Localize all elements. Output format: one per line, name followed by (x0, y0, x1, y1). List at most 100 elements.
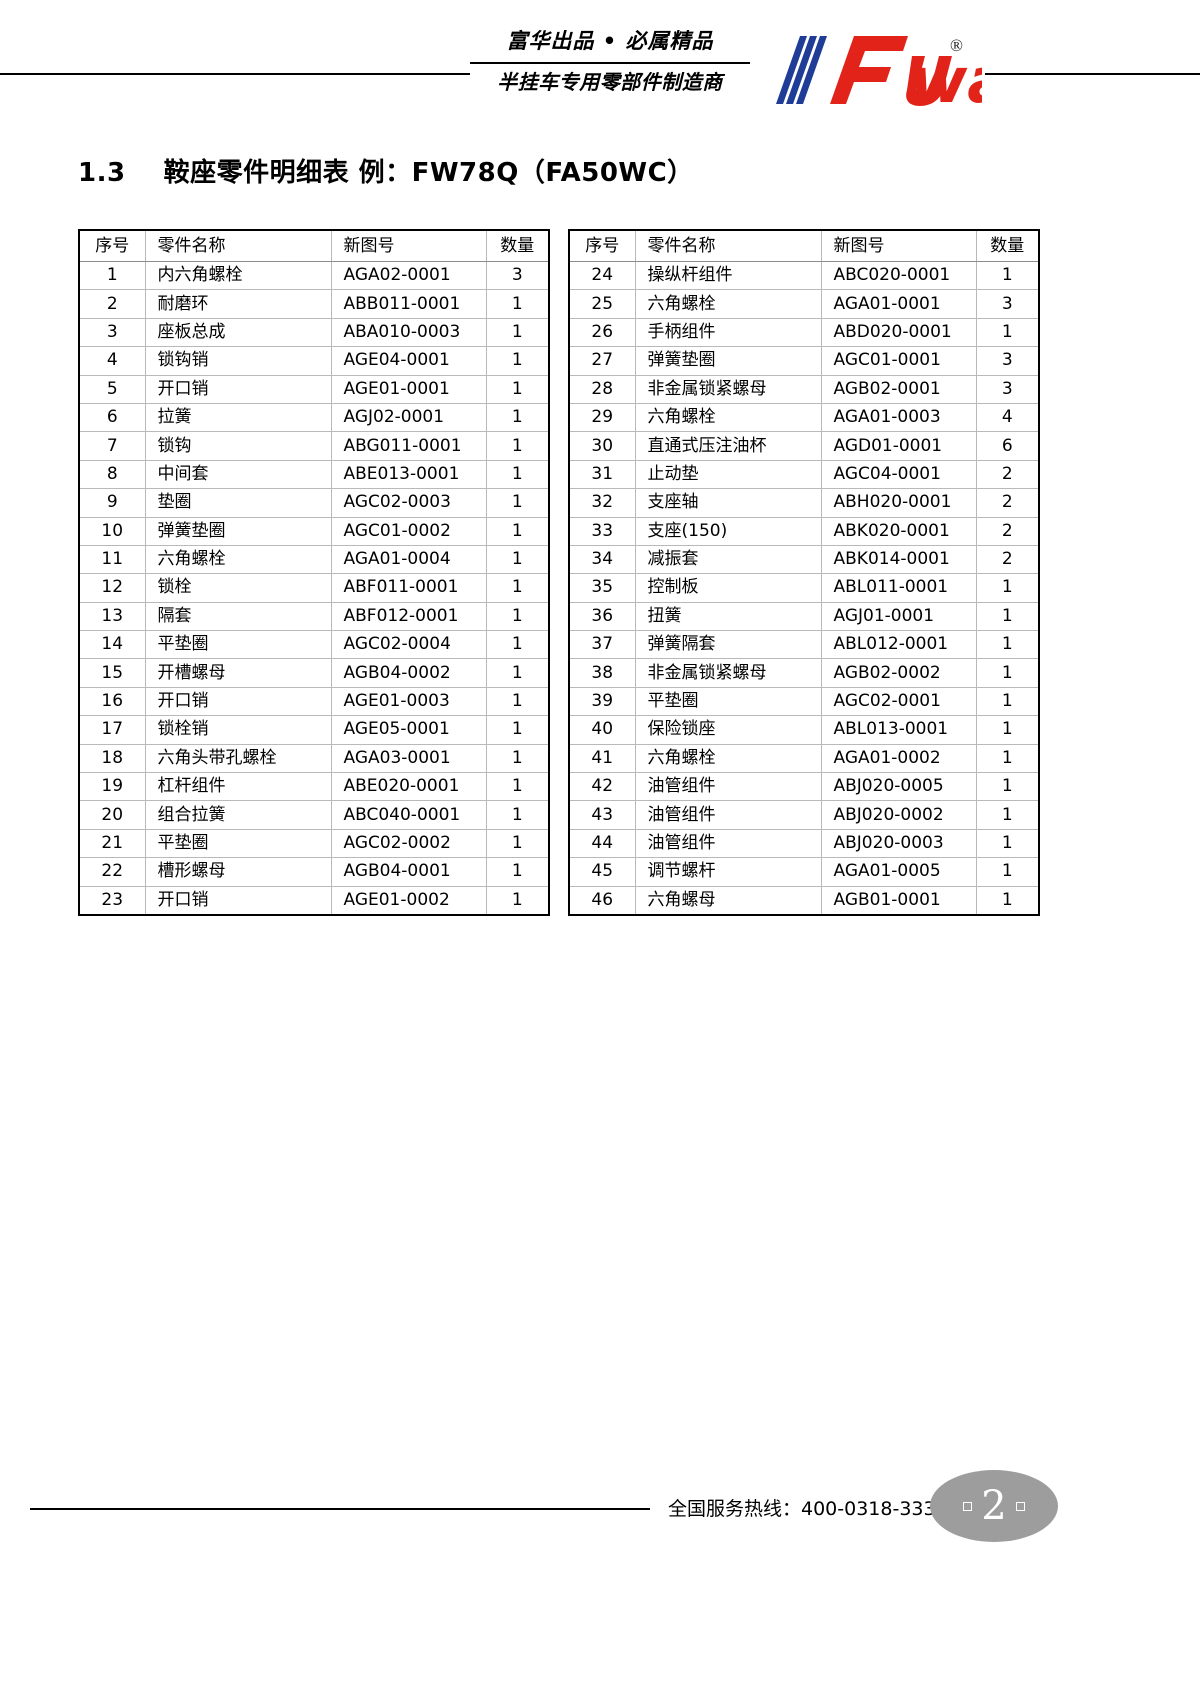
cell-drawing: AGC02-0003 (330, 488, 487, 518)
table-row: 25 六角螺栓 AGA01-0001 3 (568, 289, 1040, 319)
table-row: 38 非金属锁紧螺母 AGB02-0002 1 (568, 658, 1040, 688)
cell-drawing: AGB02-0002 (820, 658, 977, 688)
cell-seq: 7 (78, 431, 146, 461)
cell-drawing: AGA01-0001 (820, 289, 977, 319)
cell-name: 减振套 (634, 544, 822, 575)
cell-name: 锁钩销 (144, 346, 332, 376)
table-row: 31 止动垫 AGC04-0001 2 (568, 459, 1040, 490)
table-row: 3 座板总成 ABA010-0003 1 (78, 317, 550, 348)
parts-table-right: 序号 零件名称 新图号 数量 24 操纵杆组件 ABC020-0001 1 25 六角螺栓… (568, 229, 1040, 916)
cell-seq: 2 (78, 289, 146, 319)
table-row: 17 锁栓销 AGE05-0001 1 (78, 715, 550, 745)
table-row: 13 隔套 ABF012-0001 1 (78, 601, 550, 632)
cell-seq: 10 (78, 516, 146, 546)
cell-seq: 8 (78, 459, 146, 490)
cell-seq: 21 (78, 828, 146, 859)
cell-seq: 18 (78, 743, 146, 774)
cell-drawing: AGJ01-0001 (820, 601, 977, 632)
parts-table-left: 序号 零件名称 新图号 数量 1 内六角螺栓 AGA02-0001 3 2 耐磨环 ABB0… (78, 229, 550, 916)
table-row: 30 直通式压注油杯 AGD01-0001 6 (568, 431, 1040, 461)
table-header-row: 序号 零件名称 新图号 数量 (78, 229, 550, 262)
cell-drawing: AGE05-0001 (330, 715, 487, 745)
cell-drawing: ABJ020-0003 (820, 828, 977, 859)
cell-name: 座板总成 (144, 317, 332, 348)
table-row: 8 中间套 ABE013-0001 1 (78, 459, 550, 490)
cell-drawing: ABE020-0001 (330, 772, 487, 802)
cell-seq: 17 (78, 715, 146, 745)
cell-name: 六角螺母 (634, 885, 822, 916)
cell-qty: 1 (975, 800, 1040, 830)
cell-name: 非金属锁紧螺母 (634, 374, 822, 404)
cell-qty: 6 (975, 431, 1040, 461)
table-row: 16 开口销 AGE01-0003 1 (78, 686, 550, 717)
cell-seq: 34 (568, 544, 636, 575)
cell-seq: 30 (568, 431, 636, 461)
cell-name: 油管组件 (634, 772, 822, 802)
logo-text-wa: wa (910, 44, 982, 108)
table-row: 27 弹簧垫圈 AGC01-0001 3 (568, 346, 1040, 376)
cell-seq: 11 (78, 544, 146, 575)
table-row: 23 开口销 AGE01-0002 1 (78, 885, 550, 916)
cell-qty: 1 (975, 885, 1040, 916)
column-header-qty: 数量 (975, 229, 1040, 262)
table-row: 24 操纵杆组件 ABC020-0001 1 (568, 260, 1040, 291)
cell-name: 六角螺栓 (144, 544, 332, 575)
cell-seq: 3 (78, 317, 146, 348)
cell-name: 开口销 (144, 374, 332, 404)
parts-tables-area: 序号 零件名称 新图号 数量 1 内六角螺栓 AGA02-0001 3 2 耐磨环 ABB0… (78, 229, 1122, 916)
cell-seq: 42 (568, 772, 636, 802)
table-row: 45 调节螺杆 AGA01-0005 1 (568, 857, 1040, 887)
cell-name: 组合拉簧 (144, 800, 332, 830)
cell-drawing: AGC02-0004 (330, 630, 487, 660)
cell-qty: 1 (975, 715, 1040, 745)
cell-seq: 9 (78, 488, 146, 518)
cell-name: 支座(150) (634, 516, 822, 546)
cell-name: 手柄组件 (634, 317, 822, 348)
cell-name: 内六角螺栓 (144, 260, 332, 291)
cell-drawing: ABH020-0001 (820, 488, 977, 518)
cell-drawing: AGB02-0001 (820, 374, 977, 404)
cell-drawing: ABL011-0001 (820, 573, 977, 603)
cell-seq: 5 (78, 374, 146, 404)
cell-name: 保险锁座 (634, 715, 822, 745)
page-footer: 全国服务热线：400-0318-333 2 (0, 1470, 1200, 1576)
table-row: 39 平垫圈 AGC02-0001 1 (568, 686, 1040, 717)
cell-name: 扭簧 (634, 601, 822, 632)
cell-seq: 26 (568, 317, 636, 348)
table-row: 7 锁钩 ABG011-0001 1 (78, 431, 550, 461)
cell-seq: 44 (568, 828, 636, 859)
cell-name: 平垫圈 (144, 630, 332, 660)
cell-drawing: AGA01-0003 (820, 402, 977, 433)
cell-qty: 1 (485, 374, 550, 404)
table-row: 35 控制板 ABL011-0001 1 (568, 573, 1040, 603)
cell-qty: 2 (975, 544, 1040, 575)
cell-name: 止动垫 (634, 459, 822, 490)
cell-drawing: AGD01-0001 (820, 431, 977, 461)
table-row: 14 平垫圈 AGC02-0004 1 (78, 630, 550, 660)
cell-seq: 16 (78, 686, 146, 717)
section-heading-text: 鞍座零件明细表 例：FW78Q（FA50WC） (163, 158, 694, 188)
table-row: 6 拉簧 AGJ02-0001 1 (78, 402, 550, 433)
table-row: 44 油管组件 ABJ020-0003 1 (568, 828, 1040, 859)
table-row: 21 平垫圈 AGC02-0002 1 (78, 828, 550, 859)
cell-qty: 1 (485, 857, 550, 887)
table-row: 37 弹簧隔套 ABL012-0001 1 (568, 630, 1040, 660)
cell-drawing: ABB011-0001 (330, 289, 487, 319)
cell-seq: 41 (568, 743, 636, 774)
cell-drawing: AGE04-0001 (330, 346, 487, 376)
cell-seq: 29 (568, 402, 636, 433)
cell-qty: 1 (485, 488, 550, 518)
cell-name: 调节螺杆 (634, 857, 822, 887)
cell-seq: 19 (78, 772, 146, 802)
cell-name: 油管组件 (634, 828, 822, 859)
slogan-secondary: 半挂车专用零部件制造商 (497, 70, 723, 94)
cell-qty: 1 (485, 828, 550, 859)
cell-name: 直通式压注油杯 (634, 431, 822, 461)
cell-qty: 1 (485, 630, 550, 660)
column-header-drawing: 新图号 (820, 229, 977, 262)
cell-qty: 1 (485, 346, 550, 376)
cell-qty: 1 (975, 857, 1040, 887)
table-row: 26 手柄组件 ABD020-0001 1 (568, 317, 1040, 348)
cell-qty: 1 (485, 885, 550, 916)
cell-name: 锁栓销 (144, 715, 332, 745)
